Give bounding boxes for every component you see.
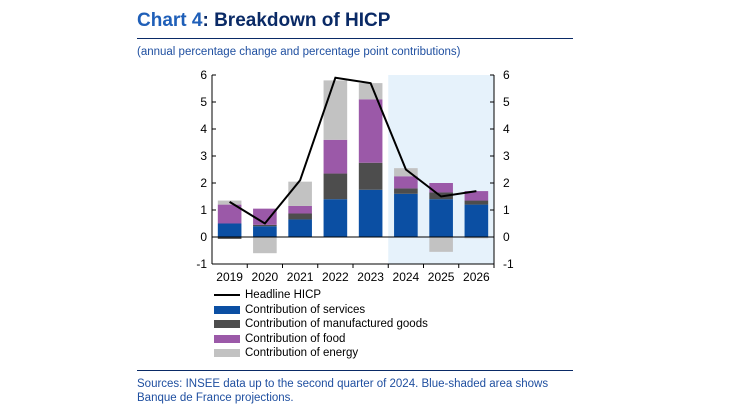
bar-contribution-of-food-2019: [217, 204, 242, 224]
x-tick-label-2023: 2023: [357, 270, 384, 284]
hicp-chart: -1 -1 0 0 1 1 2 2 3 3 4 4 5 5 6 6 2019 2020 2021 2022 2023 20…: [196, 68, 514, 284]
y-tick-label-left: 6: [200, 68, 207, 82]
bar-contribution-of-food-2025: [429, 183, 453, 193]
bar-contribution-of-services-2019: [217, 223, 242, 237]
legend-label: Contribution of energy: [245, 347, 359, 360]
y-tick-label-left: 1: [200, 203, 207, 217]
bar-contribution-of-manufactured-goods-2026: [464, 200, 489, 205]
bar-contribution-of-energy-2021: [288, 181, 312, 206]
bar-contribution-of-services-2026: [464, 204, 489, 237]
chart-title: Chart 4: Breakdown of HICP: [137, 10, 390, 32]
legend-swatch: [214, 349, 240, 358]
y-tick-label-left: -1: [196, 257, 207, 271]
legend-swatch: [214, 334, 240, 343]
y-tick-label-left: 3: [200, 149, 207, 163]
y-tick-label-right: 5: [503, 95, 510, 109]
x-tick-label-2024: 2024: [393, 270, 420, 284]
y-tick-label-left: 2: [200, 176, 207, 190]
y-tick-label-right: 6: [503, 68, 510, 82]
line-headline-hicp: [229, 76, 477, 225]
bar-contribution-of-food-2022: [323, 139, 348, 174]
bar-contribution-of-food-2026: [464, 191, 489, 201]
x-tick-label-2021: 2021: [287, 270, 314, 284]
legend-label: Contribution of food: [245, 332, 346, 345]
legend-item: Contribution of services: [214, 303, 428, 318]
legend-swatch: [214, 320, 240, 329]
legend-item: Headline HICP: [214, 288, 428, 303]
bar-contribution-of-services-2021: [288, 219, 312, 237]
legend-item: Contribution of energy: [214, 346, 428, 361]
y-tick-label-left: 0: [200, 230, 207, 244]
y-tick-label-right: 0: [503, 230, 510, 244]
bar-layer: [217, 80, 489, 254]
y-tick-label-left: 4: [200, 122, 207, 136]
bar-contribution-of-manufactured-goods-2021: [288, 213, 312, 220]
bar-contribution-of-manufactured-goods-2024: [394, 188, 418, 194]
tick-label-layer: -1 -1 0 0 1 1 2 2 3 3 4 4 5 5 6 6 2019 2020 2021 2022 2023 20…: [196, 68, 514, 284]
bar-contribution-of-manufactured-goods-2020: [253, 224, 277, 227]
bar-contribution-of-food-2023: [358, 99, 383, 163]
sources-rule: [137, 370, 573, 371]
y-tick-label-right: -1: [503, 257, 514, 271]
legend-item: Contribution of food: [214, 332, 428, 347]
y-tick-label-right: 3: [503, 149, 510, 163]
bar-contribution-of-services-2024: [394, 193, 418, 237]
y-tick-label-left: 5: [200, 95, 207, 109]
bar-contribution-of-food-2024: [394, 176, 418, 189]
y-tick-label-right: 1: [503, 203, 510, 217]
line-layer: [229, 76, 477, 225]
axis-layer: [211, 74, 495, 268]
x-tick-label-2025: 2025: [428, 270, 455, 284]
bar-contribution-of-manufactured-goods-2019: [217, 237, 242, 239]
bar-contribution-of-energy-2026: [464, 237, 489, 239]
title-rule: [137, 38, 573, 39]
bar-contribution-of-food-2021: [288, 205, 312, 214]
bar-contribution-of-energy-2020: [253, 237, 277, 254]
y-tick-label-right: 4: [503, 122, 510, 136]
x-tick-label-2026: 2026: [463, 270, 490, 284]
bar-contribution-of-services-2025: [429, 199, 453, 237]
chart-title-text: : Breakdown of HICP: [202, 10, 391, 31]
bar-contribution-of-energy-2022: [323, 80, 348, 140]
bar-contribution-of-manufactured-goods-2023: [358, 162, 383, 190]
bar-contribution-of-energy-2024: [394, 168, 418, 177]
bar-contribution-of-services-2023: [358, 189, 383, 237]
legend-swatch: [214, 305, 240, 314]
bar-contribution-of-energy-2025: [429, 237, 453, 252]
x-tick-label-2019: 2019: [216, 270, 243, 284]
y-tick-label-right: 2: [503, 176, 510, 190]
chart-legend: Headline HICP Contribution of services Con…: [214, 288, 428, 361]
sources-note: Sources: INSEE data up to the second qua…: [137, 378, 549, 404]
x-tick-label-2022: 2022: [322, 270, 349, 284]
chart-number: Chart 4: [137, 10, 203, 31]
bar-contribution-of-services-2020: [253, 226, 277, 237]
bar-contribution-of-services-2022: [323, 199, 348, 237]
legend-label: Headline HICP: [245, 289, 322, 302]
legend-label: Contribution of services: [245, 303, 366, 316]
legend-swatch: [214, 294, 240, 297]
legend-label: Contribution of manufactured goods: [245, 318, 428, 331]
bar-contribution-of-manufactured-goods-2022: [323, 173, 348, 200]
x-tick-label-2020: 2020: [252, 270, 279, 284]
chart-subtitle: (annual percentage change and percentage…: [137, 46, 461, 58]
legend-item: Contribution of manufactured goods: [214, 317, 428, 332]
